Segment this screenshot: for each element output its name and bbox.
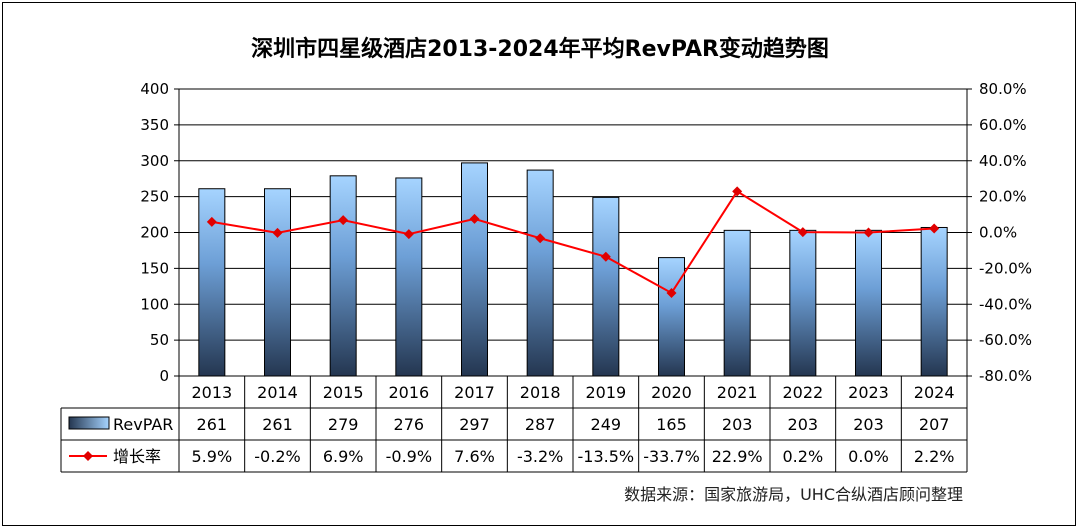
x-tick-label: 2024 (914, 383, 955, 402)
legend-key-revpar (68, 416, 110, 430)
right-tick-label: 80.0% (979, 80, 1027, 98)
bar-revpar (198, 188, 226, 377)
legend-label-revpar: RevPAR (113, 415, 173, 434)
source-note: 数据来源：国家旅游局，UHC合纵酒店顾问整理 (624, 485, 963, 504)
growth-point (863, 227, 874, 238)
line-series (206, 186, 940, 298)
data-label-revpar: 261 (197, 415, 228, 434)
right-tick-label: -60.0% (979, 331, 1032, 349)
left-tick-label: 300 (140, 152, 169, 170)
data-label-growth: 0.2% (783, 447, 824, 466)
data-label-revpar: 287 (525, 415, 556, 434)
growth-point (797, 227, 808, 238)
data-label-growth: 2.2% (914, 447, 955, 466)
right-tick-label: -20.0% (979, 259, 1032, 277)
data-label-revpar: 203 (722, 415, 753, 434)
bar-revpar (658, 257, 685, 377)
data-label-growth: -33.7% (643, 447, 700, 466)
right-tick-label: 40.0% (979, 152, 1027, 170)
x-tick-label: 2013 (191, 383, 232, 402)
data-label-growth: -0.9% (386, 447, 432, 466)
bar-revpar (592, 196, 620, 377)
data-label-revpar: 261 (262, 415, 293, 434)
growth-point (206, 216, 217, 227)
x-tick-label: 2023 (848, 383, 889, 402)
axes: 0 50 100 150 200 250 300 350 400 -80.0% -60.0% -40.… (140, 80, 1032, 385)
growth-point (338, 215, 349, 226)
growth-point (929, 223, 940, 234)
growth-point (732, 186, 743, 197)
left-tick-label: 400 (140, 80, 169, 98)
growth-point (600, 251, 611, 262)
right-tick-label: 0.0% (979, 224, 1017, 242)
data-label-growth: -3.2% (517, 447, 563, 466)
bar-revpar (723, 229, 751, 377)
data-label-revpar: 249 (591, 415, 622, 434)
data-label-revpar: 276 (394, 415, 425, 434)
x-tick-label: 2015 (323, 383, 364, 402)
growth-point (403, 229, 414, 240)
data-label-revpar: 203 (853, 415, 884, 434)
x-tick-label: 2017 (454, 383, 495, 402)
left-tick-label: 50 (150, 331, 169, 349)
growth-point (666, 287, 677, 298)
right-tick-label: 20.0% (979, 188, 1027, 206)
data-label-growth: 6.9% (323, 447, 364, 466)
x-tick-label: 2019 (585, 383, 626, 402)
bar-revpar (329, 175, 357, 377)
bar-revpar (855, 229, 882, 377)
data-label-growth: 5.9% (192, 447, 233, 466)
x-tick-label: 2014 (257, 383, 298, 402)
data-label-revpar: 207 (919, 415, 950, 434)
left-tick-label: 200 (140, 224, 169, 242)
right-tick-label: -80.0% (979, 367, 1032, 385)
data-label-growth: 7.6% (454, 447, 495, 466)
bar-series (198, 162, 948, 377)
growth-point (272, 227, 283, 238)
left-tick-label: 0 (159, 367, 169, 385)
left-tick-label: 250 (140, 188, 169, 206)
bar-revpar (461, 162, 488, 377)
growth-line (211, 190, 935, 295)
data-label-revpar: 297 (459, 415, 490, 434)
growth-point (469, 213, 480, 224)
bar-revpar (526, 169, 554, 377)
chart-title: 深圳市四星级酒店2013-2024年平均RevPAR变动趋势图 (251, 37, 829, 62)
data-label-revpar: 279 (328, 415, 359, 434)
data-label-growth: 0.0% (848, 447, 889, 466)
data-label-growth: -0.2% (254, 447, 300, 466)
x-tick-label: 2016 (388, 383, 429, 402)
left-tick-label: 150 (140, 259, 169, 277)
right-tick-label: 60.0% (979, 116, 1027, 134)
growth-point (535, 233, 546, 244)
right-tick-label: -40.0% (979, 295, 1032, 313)
x-tick-label: 2018 (520, 383, 561, 402)
x-tick-label: 2021 (717, 383, 758, 402)
legend-label-growth: 增长率 (113, 447, 161, 466)
data-label-revpar: 203 (788, 415, 819, 434)
x-tick-label: 2022 (782, 383, 823, 402)
legend-key-growth-marker (83, 451, 93, 461)
data-label-revpar: 165 (656, 415, 687, 434)
chart-svg: 0 50 100 150 200 250 300 350 400 -80.0% -60.0% -40.… (60, 80, 1032, 473)
bar-revpar (920, 226, 948, 377)
data-table: 2013 2014 2015 2016 2017 2018 2019 2020 2021 2022… (60, 375, 968, 473)
left-tick-label: 100 (140, 295, 169, 313)
bar-revpar (789, 229, 817, 377)
left-tick-label: 350 (140, 116, 169, 134)
bar-revpar (264, 188, 291, 377)
bar-revpar (395, 177, 423, 377)
x-tick-label: 2020 (651, 383, 692, 402)
data-label-growth: 22.9% (712, 447, 763, 466)
data-label-growth: -13.5% (578, 447, 635, 466)
